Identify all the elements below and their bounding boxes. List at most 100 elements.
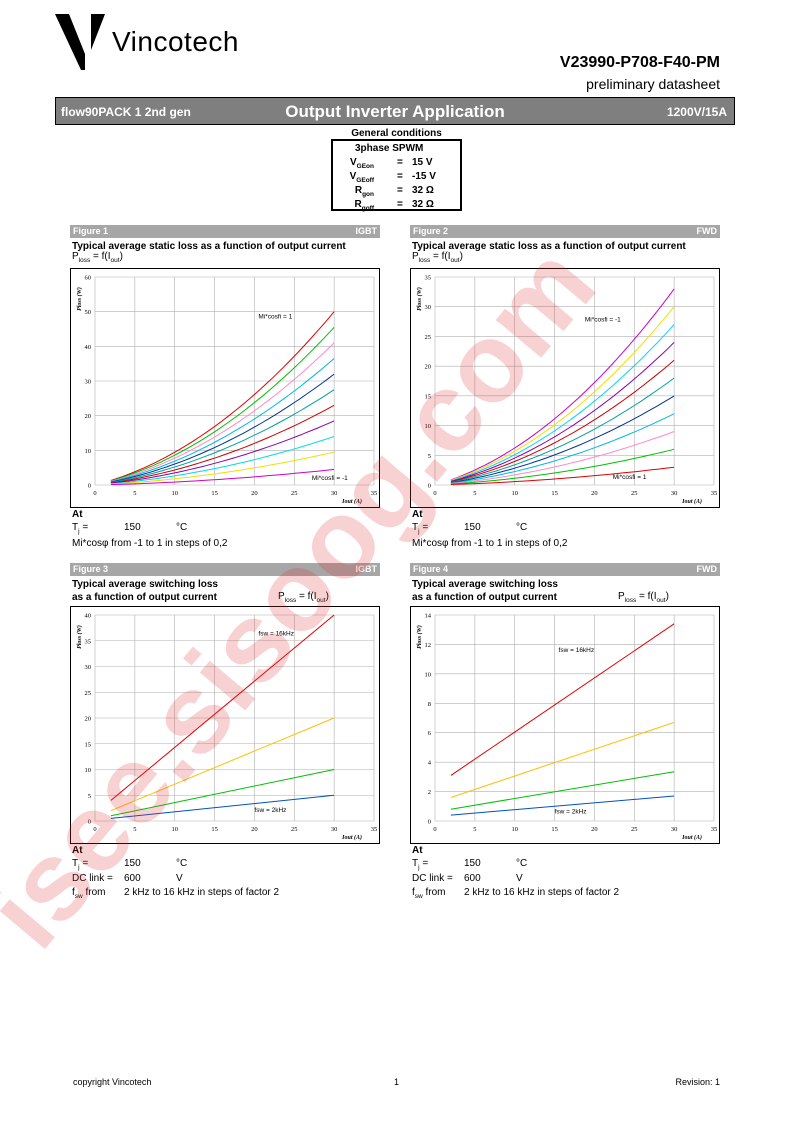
- y-axis-label: Ploss (W): [416, 287, 423, 311]
- part-number: V23990-P708-F40-PM: [559, 54, 720, 71]
- chart-annotation: Mi*cosfi = -1: [312, 475, 348, 482]
- x-tick-label: 20: [591, 826, 598, 833]
- x-tick-label: 35: [371, 490, 378, 497]
- x-tick-label: 10: [171, 826, 178, 833]
- page-number: 1: [394, 1077, 400, 1087]
- y-tick-label: 0: [88, 483, 91, 490]
- y-tick-label: 5: [428, 453, 431, 460]
- figure-function: Ploss = f(Iout): [618, 591, 669, 604]
- y-tick-label: 15: [425, 393, 432, 400]
- condition-equals: =: [397, 185, 403, 196]
- product-name: flow90PACK 1 2nd gen: [61, 105, 191, 119]
- x-tick-label: 15: [551, 490, 558, 497]
- condition-row: Rgoff = 32 Ω: [333, 199, 460, 212]
- series-line: [450, 466, 675, 485]
- y-tick-label: 12: [425, 642, 432, 649]
- condition-tj: Tj = 150 °C: [72, 858, 188, 871]
- condition-equals: =: [397, 171, 403, 182]
- series-line: [450, 377, 675, 483]
- series-group: [450, 288, 675, 485]
- chart-annotation: fsw = 16kHz: [559, 647, 595, 654]
- conditions-at: At: [412, 845, 423, 856]
- device-type: IGBT: [355, 564, 378, 574]
- grid: [94, 276, 375, 486]
- figure-title: Typical average switching loss: [72, 579, 218, 590]
- series-line: [110, 326, 335, 482]
- chart-annotation: fsw = 2kHz: [555, 809, 587, 816]
- y-axis-label: Ploss (W): [416, 625, 423, 649]
- y-tick-label: 35: [85, 638, 92, 645]
- y-tick-label: 6: [428, 730, 432, 737]
- y-axis-label: Ploss (W): [76, 287, 83, 311]
- x-tick-label: 25: [291, 490, 298, 497]
- y-tick-label: 30: [85, 664, 92, 671]
- x-tick-label: 20: [251, 490, 258, 497]
- y-tick-label: 0: [428, 483, 431, 490]
- series-line: [110, 404, 335, 484]
- rating: 1200V/15A: [666, 105, 727, 119]
- condition-fsw: fsw from 2 kHz to 16 kHz in steps of fact…: [412, 887, 620, 900]
- x-tick-label: 30: [331, 826, 338, 833]
- series-line: [450, 306, 675, 481]
- series-line: [450, 448, 675, 485]
- condition-tj: Tj = 150 °C: [412, 858, 528, 871]
- company-name: Vincotech: [112, 26, 239, 57]
- y-tick-label: 25: [85, 690, 92, 697]
- x-tick-label: 30: [671, 490, 678, 497]
- condition-tj: Tj = 150 °C: [72, 522, 188, 535]
- series-line: [110, 436, 335, 485]
- series-line: [110, 451, 335, 485]
- condition-mi: Mi*cosφ from -1 to 1 in steps of 0,2: [72, 538, 228, 549]
- x-tick-label: 5: [473, 490, 476, 497]
- chart-annotation: Mi*cosfi = -1: [585, 317, 621, 324]
- x-tick-label: 0: [93, 490, 96, 497]
- figure-function: Ploss = f(Iout): [72, 251, 123, 264]
- x-tick-label: 30: [671, 826, 678, 833]
- condition-value: 15 V: [412, 157, 433, 168]
- y-tick-label: 10: [85, 448, 92, 455]
- x-tick-label: 5: [133, 826, 136, 833]
- y-tick-label: 10: [425, 423, 432, 430]
- y-tick-label: 14: [425, 613, 432, 620]
- y-tick-label: 35: [425, 275, 432, 282]
- series-line: [110, 311, 335, 481]
- y-tick-label: 20: [85, 413, 92, 420]
- grid: [434, 276, 715, 486]
- series-line: [450, 623, 675, 776]
- series-line: [110, 373, 335, 483]
- figure-header: Figure 4 FWD: [410, 563, 720, 576]
- figure-title: Typical average static loss as a functio…: [72, 241, 346, 252]
- series-line: [110, 420, 335, 484]
- y-tick-label: 30: [425, 304, 432, 311]
- x-tick-label: 5: [133, 490, 136, 497]
- x-tick-label: 10: [511, 490, 518, 497]
- x-tick-label: 10: [171, 490, 178, 497]
- series-line: [450, 771, 675, 810]
- chart-annotation: Mi*cosfi = 1: [258, 314, 292, 321]
- device-type: FWD: [696, 226, 718, 236]
- section-title: Output Inverter Application: [285, 102, 505, 121]
- series-line: [450, 395, 675, 484]
- condition-equals: =: [397, 199, 403, 210]
- condition-row: Rgon = 32 Ω: [333, 185, 460, 198]
- x-axis-label: Iout (A): [341, 834, 362, 841]
- series-line: [110, 769, 335, 817]
- x-tick-label: 10: [511, 826, 518, 833]
- figure-2: Figure 2 FWD Typical average static loss a…: [410, 225, 720, 549]
- x-tick-label: 0: [93, 826, 96, 833]
- figure-header: Figure 2 FWD: [410, 225, 720, 238]
- figure-label: Figure 4: [413, 564, 449, 574]
- y-tick-label: 30: [85, 379, 92, 386]
- condition-row: VGEon = 15 V: [333, 157, 460, 170]
- y-tick-label: 20: [425, 364, 432, 371]
- figure-title-line2: as a function of output current: [72, 592, 217, 603]
- x-tick-label: 5: [473, 826, 476, 833]
- condition-dc-link: DC link = 600 V: [72, 873, 183, 884]
- y-tick-label: 4: [428, 760, 432, 767]
- series-line: [450, 721, 675, 798]
- x-axis-label: Iout (A): [341, 498, 362, 505]
- conditions-at: At: [72, 845, 83, 856]
- y-tick-label: 50: [85, 309, 92, 316]
